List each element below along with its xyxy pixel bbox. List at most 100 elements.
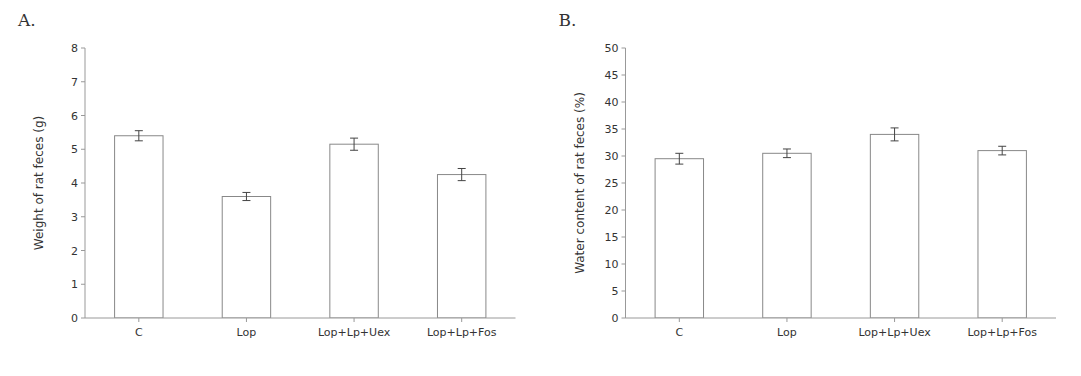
y-tick: [81, 250, 85, 251]
y-tick-label: 50: [605, 42, 619, 55]
error-bar: [783, 149, 791, 158]
error-bar: [350, 138, 358, 150]
panel-label: A.: [17, 10, 36, 30]
x-axis-line: [85, 318, 516, 319]
bar: [978, 151, 1026, 318]
x-tick: [894, 318, 895, 322]
error-cap: [891, 127, 899, 128]
x-tick-label: Lop+Lp+Fos: [427, 326, 497, 339]
y-tick-label: 35: [605, 123, 619, 136]
y-tick: [622, 264, 626, 265]
error-bar: [891, 128, 899, 141]
y-tick-label: 4: [71, 177, 78, 190]
y-tick-label: 1: [71, 278, 78, 291]
x-axis-line: [626, 318, 1057, 319]
panel: A. 0 1 2 3 4 5 6 7 8 Weight of rat feces (g) C Lop Lo…: [17, 10, 516, 339]
y-axis-label: Water content of rat feces (%): [573, 92, 587, 274]
error-cap: [135, 130, 143, 131]
y-tick: [81, 115, 85, 116]
y-tick: [81, 149, 85, 150]
y-tick: [622, 48, 626, 49]
error-cap: [783, 157, 791, 158]
y-tick: [622, 237, 626, 238]
y-axis-line: [85, 48, 86, 318]
chart-root: A. 0 1 2 3 4 5 6 7 8 Weight of rat feces (g) C Lop Lo…: [0, 0, 1081, 376]
y-tick: [622, 129, 626, 130]
bar: [437, 175, 485, 318]
y-tick: [622, 318, 626, 319]
error-stem: [679, 153, 680, 164]
x-tick: [679, 318, 680, 322]
marks: [115, 131, 486, 318]
error-cap: [998, 146, 1006, 147]
error-stem: [354, 138, 355, 150]
marks: [655, 128, 1026, 318]
x-tick: [461, 318, 462, 322]
x-tick-label: C: [135, 326, 143, 339]
bar: [655, 159, 703, 318]
y-tick-label: 5: [71, 143, 78, 156]
y-tick-label: 7: [71, 76, 78, 89]
x-tick: [246, 318, 247, 322]
error-cap: [998, 154, 1006, 155]
y-tick-label: 6: [71, 110, 78, 123]
x-tick: [354, 318, 355, 322]
y-tick: [81, 216, 85, 217]
x-tick-label: Lop: [777, 326, 797, 339]
error-cap: [242, 192, 250, 193]
bar: [870, 134, 918, 318]
y-tick-label: 5: [612, 285, 619, 298]
error-stem: [461, 168, 462, 180]
error-cap: [458, 180, 466, 181]
x-tick-label: Lop+Lp+Uex: [318, 326, 391, 339]
x-tick-label: Lop+Lp+Fos: [967, 326, 1037, 339]
y-tick: [81, 318, 85, 319]
error-bar: [458, 168, 466, 180]
y-tick: [622, 75, 626, 76]
y-tick: [622, 210, 626, 211]
error-cap: [891, 140, 899, 141]
error-cap: [675, 164, 683, 165]
error-stem: [1002, 146, 1003, 155]
error-bar: [675, 153, 683, 164]
x-tick-label: Lop: [237, 326, 257, 339]
error-cap: [783, 148, 791, 149]
y-tick-label: 2: [71, 245, 78, 258]
y-tick-label: 15: [605, 231, 619, 244]
y-tick-label: 3: [71, 211, 78, 224]
y-tick: [81, 183, 85, 184]
bar: [330, 144, 378, 318]
y-tick-label: 10: [605, 258, 619, 271]
y-tick: [622, 291, 626, 292]
error-bar: [135, 131, 143, 141]
panel-label: B.: [559, 10, 577, 30]
y-tick-label: 20: [605, 204, 619, 217]
x-tick-label: Lop+Lp+Uex: [858, 326, 931, 339]
error-cap: [350, 150, 358, 151]
y-tick-label: 30: [605, 150, 619, 163]
error-stem: [246, 192, 247, 200]
y-tick-label: 40: [605, 96, 619, 109]
y-axis-label: Weight of rat feces (g): [32, 116, 46, 250]
y-tick-label: 25: [605, 177, 619, 190]
error-cap: [350, 138, 358, 139]
y-tick-label: 0: [612, 312, 619, 325]
y-axis-line: [625, 48, 626, 318]
error-bar: [998, 146, 1006, 155]
bar: [763, 153, 811, 318]
y-tick-label: 0: [71, 312, 78, 325]
x-tick: [1002, 318, 1003, 322]
error-bar: [242, 192, 250, 200]
y-tick: [81, 284, 85, 285]
y-tick: [622, 102, 626, 103]
x-tick: [786, 318, 787, 322]
y-tick: [622, 156, 626, 157]
y-tick: [81, 48, 85, 49]
chart-svg: A. 0 1 2 3 4 5 6 7 8 Weight of rat feces (g) C Lop Lo…: [0, 0, 1081, 376]
bar: [222, 197, 270, 319]
y-tick-label: 8: [71, 42, 78, 55]
error-stem: [138, 131, 139, 141]
error-cap: [135, 140, 143, 141]
panel: B.05101520253035404550Water content of r…: [559, 10, 1057, 339]
error-stem: [894, 128, 895, 141]
